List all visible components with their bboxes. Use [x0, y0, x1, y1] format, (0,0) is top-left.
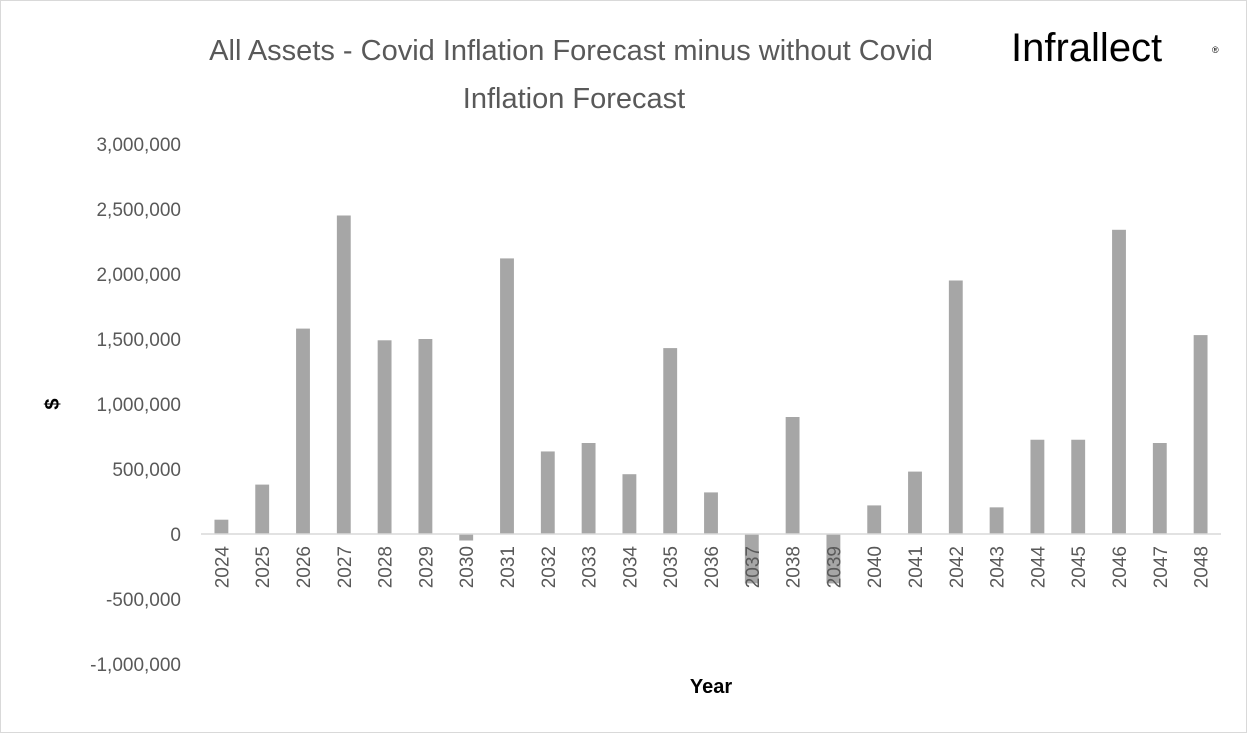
x-tick-label: 2030: [457, 546, 478, 588]
x-tick-label: 2031: [498, 546, 519, 588]
x-tick-label: 2032: [539, 546, 560, 588]
bar-2043: [989, 507, 1004, 534]
y-axis-ticks: 3,000,000 2,500,000 2,000,000 1,500,000 1,00…: [90, 135, 181, 676]
bar-2046: [1112, 229, 1126, 535]
bar-2037: [744, 534, 759, 584]
bar-2034: [622, 474, 637, 534]
chart-title-line2: Inflation Forecast: [463, 83, 685, 115]
bar-2045: [1071, 439, 1086, 534]
x-tick-label: 2045: [1069, 546, 1090, 588]
y-tick-label: 3,000,000: [96, 135, 181, 156]
bar-2029: [418, 339, 433, 534]
x-tick-label: 2038: [784, 546, 805, 588]
bar-2025: [255, 484, 270, 534]
y-tick-label: 2,500,000: [96, 200, 181, 221]
bar-2041: [908, 471, 922, 534]
bar-2028: [377, 340, 392, 534]
y-axis-title: $: [42, 398, 64, 409]
bar-2033: [581, 443, 596, 534]
bar-2030: [459, 534, 474, 541]
x-tick-label: 2029: [416, 546, 437, 588]
logo-text: Infrallect: [1011, 26, 1162, 70]
chart-title-line1: All Assets - Covid Inflation Forecast mi…: [209, 35, 933, 67]
y-tick-label: 1,000,000: [96, 395, 181, 416]
x-tick-label: 2034: [620, 546, 641, 589]
bar-2039: [826, 534, 841, 584]
bar-2040: [867, 505, 882, 534]
y-tick-label: 2,000,000: [96, 265, 181, 286]
bar-2024: [214, 519, 229, 534]
y-tick-label: 500,000: [112, 460, 181, 481]
y-tick-label: -1,000,000: [90, 655, 181, 676]
x-tick-label: 2042: [947, 546, 968, 588]
x-tick-label: 2024: [212, 546, 233, 589]
x-tick-label: 2048: [1192, 546, 1213, 588]
bar-2047: [1152, 443, 1167, 534]
bar-2038: [785, 417, 800, 534]
bar-2035: [663, 348, 678, 534]
x-tick-label: 2026: [294, 546, 315, 588]
x-tick-label: 2036: [702, 546, 723, 588]
x-tick-label: 2025: [253, 546, 274, 588]
x-axis-ticks: 2024 2025 2026 2027 2028 2029 2030 2031 2032 2033…: [212, 546, 1212, 589]
x-tick-label: 2033: [580, 546, 601, 588]
logo-registered-mark: ®: [1212, 45, 1219, 55]
x-tick-label: 2037: [743, 546, 764, 588]
x-tick-label: 2039: [824, 546, 845, 588]
x-tick-label: 2043: [988, 546, 1009, 588]
x-tick-label: 2044: [1028, 546, 1049, 589]
x-tick-label: 2035: [661, 546, 682, 588]
x-tick-label: 2027: [335, 546, 356, 588]
x-axis-title: Year: [690, 676, 732, 698]
bar-2048: [1193, 335, 1208, 534]
y-tick-label: -500,000: [106, 590, 181, 611]
bar-2036: [704, 492, 718, 534]
x-tick-label: 2047: [1151, 546, 1172, 588]
x-tick-label: 2046: [1110, 546, 1131, 588]
y-tick-label: 1,500,000: [96, 330, 181, 351]
y-tick-label: 0: [170, 525, 181, 546]
bar-2031: [500, 258, 514, 534]
bar-2026: [296, 328, 310, 534]
logo: Infrallect ®: [1011, 26, 1219, 70]
bar-2032: [540, 451, 555, 534]
bar-2042: [948, 280, 963, 534]
x-tick-label: 2040: [865, 546, 886, 588]
x-tick-label: 2028: [376, 546, 397, 588]
bars: [214, 215, 1208, 584]
bar-2027: [336, 215, 351, 534]
bar-2044: [1030, 439, 1045, 534]
x-tick-label: 2041: [906, 546, 927, 588]
